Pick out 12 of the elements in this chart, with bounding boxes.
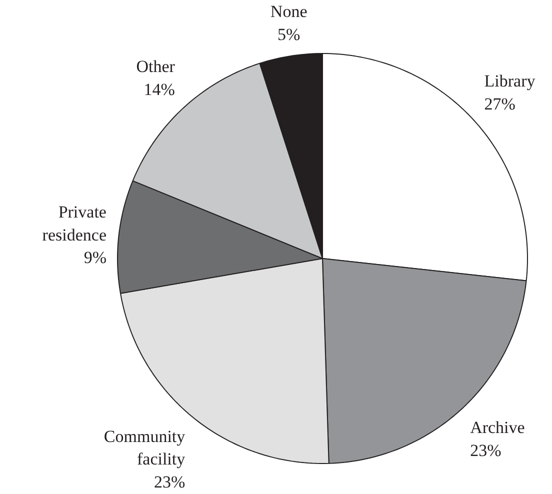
slice-label: Community facility — [104, 426, 186, 469]
slice-label: None — [270, 2, 308, 22]
data-label: 14% — [144, 80, 175, 99]
slice-label: Archive — [470, 418, 525, 438]
slice-label: Library — [484, 72, 536, 91]
slice-label: Private residence — [42, 202, 106, 244]
slice-label: Other — [136, 57, 176, 76]
data-label: 23% — [470, 440, 502, 460]
data-label: 27% — [484, 94, 516, 114]
data-label: 9% — [84, 248, 106, 268]
data-label: 5% — [278, 24, 300, 44]
data-label: 23% — [154, 472, 186, 492]
